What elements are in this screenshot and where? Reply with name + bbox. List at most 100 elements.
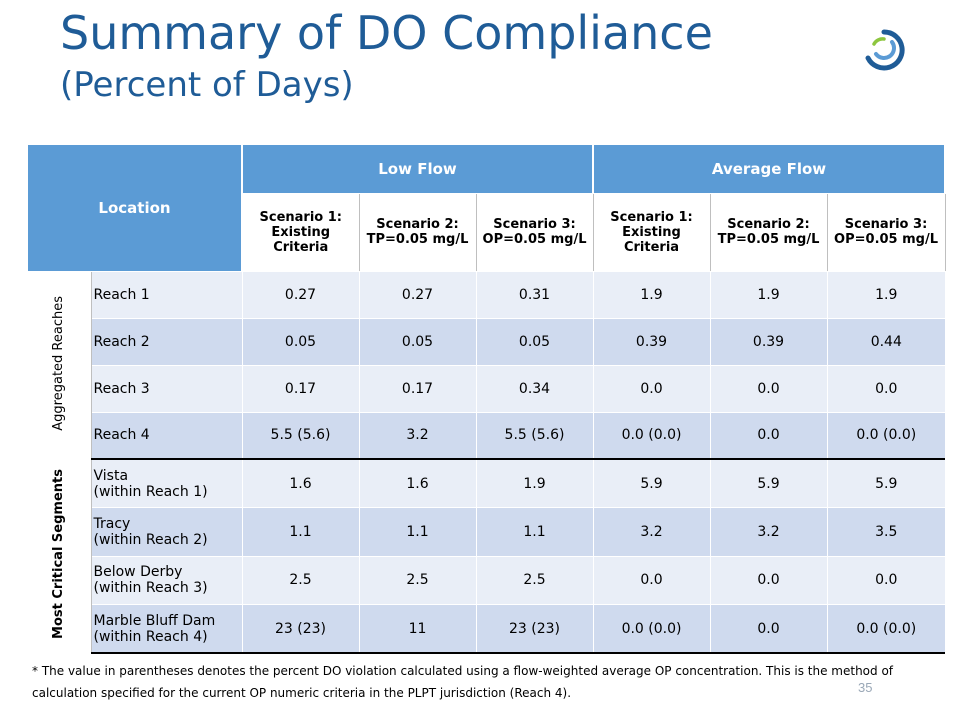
do-compliance-table: Location Low Flow Average Flow Scenario … [26,145,947,654]
scenario-name: Scenario 2: [376,217,459,232]
value-cell: 0.0 [826,556,946,605]
scenario-desc: OP=0.05 mg/L [834,232,939,247]
location-name-cell: Marble Bluff Dam (within Reach 4) [90,604,242,654]
value-cell: 0.05 [241,318,359,366]
location-name-cell: Tracy (within Reach 2) [90,507,242,557]
value-cell: 11 [358,604,476,654]
value-cell: 3.5 [826,507,946,557]
scenario-header: Scenario 2: TP=0.05 mg/L [709,193,828,272]
average-flow-header: Average Flow [592,145,947,194]
value-cell: 0.0 [592,365,711,413]
value-cell: 0.0 (0.0) [592,412,711,460]
location-name-line: Reach 1 [93,286,150,303]
value-cell: 0.0 [709,412,828,460]
location-header: Location [26,145,243,272]
scenario-desc: Existing Criteria [622,224,681,255]
location-name-line: (within Reach 3) [93,580,208,597]
scenario-header-row: Scenario 1: Existing Criteria Scenario 2: T… [27,193,946,272]
value-cell: 5.9 [826,459,946,508]
value-cell: 2.5 [475,556,594,605]
value-cell: 2.5 [358,556,476,605]
value-cell: 1.1 [358,507,476,557]
value-cell: 0.39 [592,318,711,366]
low-flow-header: Low Flow [240,145,595,194]
value-cell: 3.2 [358,412,476,460]
location-name-line: Marble Bluff Dam [93,612,216,629]
value-cell: 23 (23) [241,604,359,654]
location-name-cell: Reach 3 [90,365,242,413]
scenario-name: Scenario 3: [493,217,576,232]
table-row: Below Derby (within Reach 3) 2.5 2.5 2.5 0.0 0… [27,556,946,605]
scenario-name: Scenario 3: [844,217,928,232]
value-cell: 0.0 (0.0) [826,604,946,654]
location-name-line: (within Reach 1) [93,483,208,500]
slide-title-sub: (Percent of Days) [60,65,354,106]
location-name-line: (within Reach 2) [93,531,208,548]
location-name-cell: Reach 2 [90,318,242,366]
scenario-desc: OP=0.05 mg/L [482,232,587,247]
location-name-line: (within Reach 4) [93,628,208,645]
value-cell: 0.0 [826,365,946,413]
value-cell: 0.0 (0.0) [826,412,946,460]
group-label-cell: Aggregated Reaches [27,271,92,460]
value-cell: 0.44 [826,318,946,366]
slide-title: Summary of DO Compliance (Percent of Day… [60,6,713,106]
scenario-desc: TP=0.05 mg/L [366,232,469,247]
table-header: Location Low Flow Average Flow Scenario … [26,145,947,272]
value-cell: 5.9 [709,459,828,508]
value-cell: 0.0 [709,365,828,413]
table-body: Aggregated Reaches Reach 1 0.27 0.27 0.31 1.9… [27,271,946,654]
value-cell: 0.17 [241,365,359,413]
value-cell: 0.31 [475,271,594,319]
scenario-name: Scenario 1: [259,209,342,225]
group-label: Aggregated Reaches [51,295,67,431]
scenario-desc: Existing Criteria [271,224,331,255]
value-cell: 1.1 [241,507,359,557]
location-name-line: Reach 4 [93,427,150,444]
scenario-name: Scenario 2: [727,217,810,232]
slide-title-main: Summary of DO Compliance [60,6,713,60]
scenario-desc: TP=0.05 mg/L [717,232,820,247]
scenario-header: Scenario 3: OP=0.05 mg/L [475,193,594,272]
table-row: Tracy (within Reach 2) 1.1 1.1 1.1 3.2 3.2 3.5 [27,507,946,557]
value-cell: 1.6 [241,459,359,508]
value-cell: 1.9 [592,271,711,319]
table-row: Reach 4 5.5 (5.6) 3.2 5.5 (5.6) 0.0 (0.0) 0.0… [27,412,946,460]
value-cell: 5.5 (5.6) [475,412,594,460]
value-cell: 0.05 [358,318,476,366]
table-row: Reach 2 0.05 0.05 0.05 0.39 0.39 0.44 [27,318,946,366]
value-cell: 1.9 [709,271,828,319]
value-cell: 0.39 [709,318,828,366]
value-cell: 0.27 [358,271,476,319]
value-cell: 3.2 [592,507,711,557]
scenario-header: Scenario 2: TP=0.05 mg/L [358,193,477,272]
value-cell: 23 (23) [475,604,594,654]
table-row: Marble Bluff Dam (within Reach 4) 23 (23) 1… [27,604,946,654]
location-name-cell: Reach 4 [90,412,242,460]
location-name-cell: Vista (within Reach 1) [90,459,242,508]
value-cell: 1.1 [475,507,594,557]
location-name-line: Tracy [93,515,131,532]
value-cell: 0.0 (0.0) [592,604,711,654]
value-cell: 1.9 [826,271,946,319]
value-cell: 0.34 [475,365,594,413]
value-cell: 0.05 [475,318,594,366]
value-cell: 2.5 [241,556,359,605]
value-cell: 1.6 [358,459,476,508]
footnote: * The value in parentheses denotes the p… [32,664,894,700]
table-row: Reach 3 0.17 0.17 0.34 0.0 0.0 0.0 [27,365,946,413]
table-row: Aggregated Reaches Reach 1 0.27 0.27 0.31 1.9… [27,271,946,460]
scenario-name: Scenario 1: [610,209,693,225]
circular-swoosh-logo-icon [865,29,905,71]
location-name-cell: Reach 1 [90,271,242,319]
value-cell: 0.0 [709,604,828,654]
location-name-line: Below Derby [93,564,183,581]
page-number: 35 [858,680,873,695]
value-cell: 3.2 [709,507,828,557]
location-name-line: Vista [93,467,129,484]
value-cell: 0.0 [592,556,711,605]
scenario-header: Scenario 1: Existing Criteria [592,193,711,272]
value-cell: 0.0 [709,556,828,605]
value-cell: 5.9 [592,459,711,508]
group-label-cell: Most Critical Segments [27,459,92,654]
